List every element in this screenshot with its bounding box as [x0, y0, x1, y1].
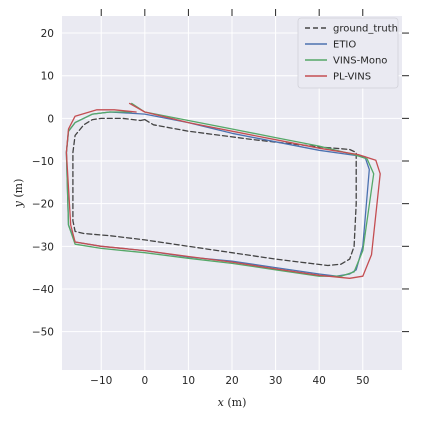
- x-axis-label-unit: (m): [224, 396, 247, 409]
- y-tick-label: −50: [32, 327, 54, 339]
- x-tick-label: 20: [225, 375, 238, 387]
- x-tick-label: −10: [90, 375, 112, 387]
- legend-label-etio: ETIO: [333, 40, 356, 51]
- y-axis-label: y (m): [12, 179, 25, 209]
- y-tick-label: 20: [41, 28, 54, 40]
- legend-label-pl-vins: PL-VINS: [333, 72, 371, 83]
- legend: ground_truth ETIO VINS-Mono PL-VINS: [297, 17, 399, 89]
- series-layer: [65, 102, 381, 279]
- series-line-ground-truth: [72, 117, 357, 267]
- y-axis-label-unit: (m): [12, 179, 25, 202]
- legend-label-ground-truth: ground_truth: [333, 24, 398, 35]
- x-tick-label: 10: [182, 375, 195, 387]
- x-axis-label: x (m): [218, 396, 247, 409]
- y-tick-label: 10: [41, 71, 54, 83]
- x-axis-label-var: x: [218, 396, 225, 409]
- y-tick-label: −20: [32, 199, 54, 211]
- y-tick-label: −30: [32, 241, 54, 253]
- legend-box: [297, 17, 399, 89]
- y-axis-label-var: y: [12, 200, 25, 208]
- y-tick-label: −10: [32, 156, 54, 168]
- x-tick-label: 40: [312, 375, 325, 387]
- x-tick-label: 30: [269, 375, 282, 387]
- series-line-pl-vins: [65, 102, 381, 279]
- grid-lines: [62, 16, 402, 370]
- x-tick-label: 50: [356, 375, 369, 387]
- legend-label-vins-mono: VINS-Mono: [333, 56, 387, 67]
- y-tick-label: 0: [47, 113, 54, 125]
- x-tick-label: 0: [141, 375, 148, 387]
- y-tick-label: −40: [32, 284, 54, 296]
- axis-ticks: [100, 9, 409, 333]
- tick-labels: −10 0 10 20 30 40 50 20 10 0 −10 −20 −30 −40 −50: [32, 28, 370, 387]
